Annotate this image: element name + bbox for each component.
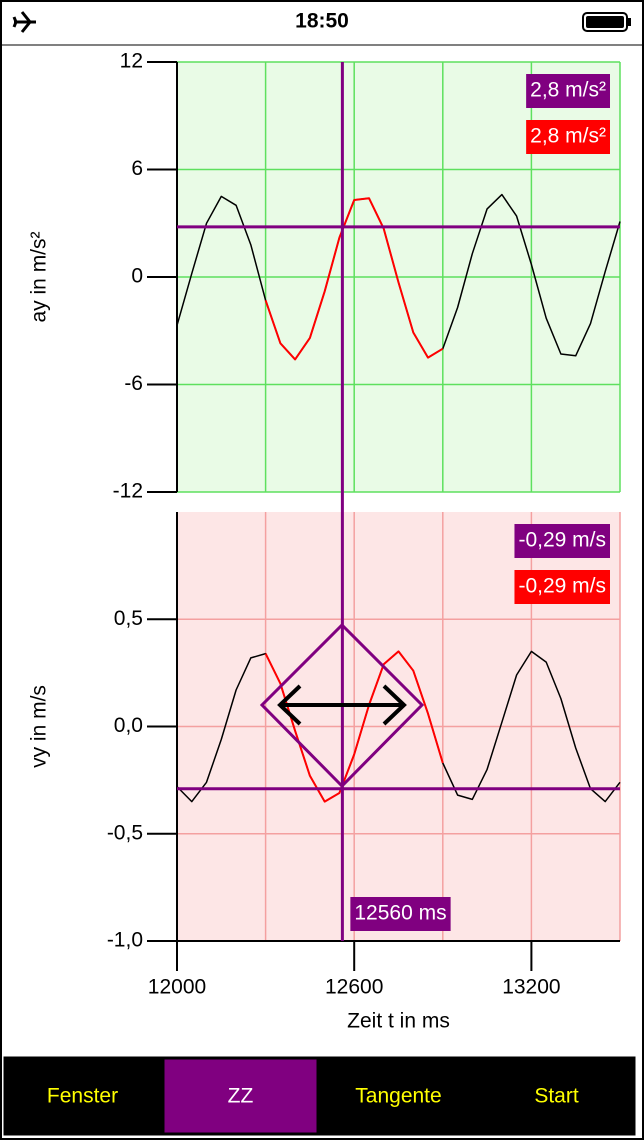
y-tick-label: 6	[131, 157, 143, 180]
button-bg[interactable]	[477, 1056, 636, 1136]
battery-level	[586, 16, 624, 28]
toolbar-button[interactable]: Start	[477, 1056, 636, 1136]
value-label-text: -0,29 m/s	[518, 575, 606, 598]
button-label[interactable]: ZZ	[228, 1085, 254, 1108]
toolbar-button[interactable]: ZZ	[161, 1056, 320, 1136]
button-bg[interactable]	[161, 1056, 320, 1136]
airplane-icon	[12, 11, 36, 33]
button-bg[interactable]	[3, 1056, 162, 1136]
button-bg[interactable]	[319, 1056, 478, 1136]
value-label: 12560 ms	[350, 897, 451, 931]
value-label: -0,29 m/s	[514, 570, 610, 604]
toolbar-button[interactable]: Tangente	[319, 1056, 478, 1136]
battery-tip	[628, 18, 631, 26]
button-bar: Fenster ZZ Tangente Start	[3, 1056, 636, 1136]
plots: -12 -6 0 6 12 ay in m/s² 2,8 m/s² 2,8 m/s² -1,0 -…	[28, 50, 621, 1033]
value-label: 2,8 m/s²	[526, 74, 610, 108]
x-tick-label: 12000	[148, 976, 206, 999]
value-label: 2,8 m/s²	[526, 120, 610, 154]
button-label[interactable]: Fenster	[47, 1085, 118, 1108]
value-label-bg	[514, 570, 610, 604]
y-tick-label: 0,5	[114, 607, 143, 630]
x-tick-label: 13200	[502, 976, 560, 999]
y-tick-label: -12	[113, 480, 143, 503]
y-tick-label: 0,0	[114, 714, 143, 737]
y-axis-label: ay in m/s²	[28, 231, 51, 322]
data-line	[264, 650, 444, 803]
y-tick-label: 0	[131, 265, 143, 288]
x-axis-label: Zeit t in ms	[347, 1010, 450, 1033]
value-label-bg	[526, 120, 610, 154]
y-tick-label: -0,5	[107, 821, 143, 844]
value-label-bg	[526, 74, 610, 108]
drag-arrow[interactable]	[277, 684, 407, 726]
value-label-text: 12560 ms	[354, 902, 446, 925]
value-label-bg	[514, 524, 610, 558]
value-label-text: 2,8 m/s²	[530, 125, 606, 148]
battery-icon	[582, 12, 628, 32]
value-label: -0,29 m/s	[514, 524, 610, 558]
x-tick-label: 12600	[325, 976, 383, 999]
value-label-text: -0,29 m/s	[518, 529, 606, 552]
overlay	[259, 622, 425, 789]
value-label-text: 2,8 m/s²	[530, 79, 606, 102]
button-label[interactable]: Start	[534, 1085, 579, 1108]
y-axis-label: vy in m/s	[28, 685, 51, 768]
status-time: 18:50	[295, 10, 349, 33]
y-tick-label: -1,0	[107, 929, 143, 952]
drag-handle[interactable]	[259, 622, 425, 789]
value-label-bg	[350, 897, 451, 931]
y-tick-label: -6	[124, 372, 143, 395]
y-tick-label: 12	[120, 50, 143, 73]
toolbar-button[interactable]: Fenster	[3, 1056, 162, 1136]
data-line	[264, 197, 444, 361]
button-label[interactable]: Tangente	[355, 1085, 441, 1108]
